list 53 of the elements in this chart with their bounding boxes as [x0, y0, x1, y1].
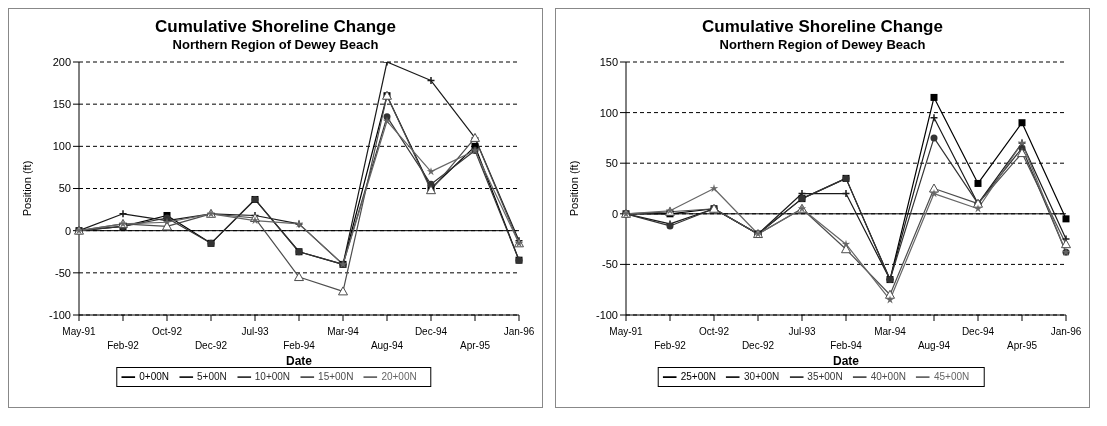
y-tick-label: -100	[595, 308, 618, 321]
x-tick-label: May-91	[62, 326, 97, 337]
y-tick-label: 100	[599, 106, 618, 119]
chart-subtitle: Northern Region of Dewey Beach	[718, 37, 927, 52]
y-tick-label: 150	[599, 55, 618, 68]
legend-label: 10+00N	[254, 370, 291, 382]
x-tick-label: Feb-94	[830, 340, 863, 351]
x-axis-title: Date	[832, 354, 860, 368]
y-tick-label: 0	[611, 207, 618, 220]
x-tick-label: Dec-94	[414, 326, 448, 337]
x-axis-title: Date	[285, 354, 313, 368]
x-tick-label: Feb-92	[654, 340, 687, 351]
legend-label: 45+00N	[933, 370, 970, 382]
y-tick-label: -50	[55, 266, 71, 279]
x-tick-label: Apr-95	[1006, 340, 1038, 351]
chart-title: Cumulative Shoreline Change	[701, 17, 944, 37]
x-tick-label: Apr-95	[459, 340, 491, 351]
x-tick-label: May-91	[609, 326, 644, 337]
x-tick-label: Oct-92	[698, 326, 730, 337]
y-axis-title: Position (ft)	[20, 160, 33, 217]
chart-subtitle: Northern Region of Dewey Beach	[171, 37, 380, 52]
chart-title: Cumulative Shoreline Change	[154, 17, 397, 37]
y-tick-label: 50	[58, 182, 71, 195]
legend-label: 35+00N	[807, 370, 843, 382]
y-axis-title: Position (ft)	[567, 160, 580, 217]
x-tick-label: Oct-92	[151, 326, 183, 337]
legend-label: 25+00N	[680, 370, 717, 382]
x-tick-label: Dec-94	[961, 326, 995, 337]
x-tick-label: Aug-94	[917, 340, 951, 351]
x-tick-label: Jan-96	[1050, 326, 1082, 337]
legend-label: 15+00N	[318, 370, 354, 382]
y-tick-label: -100	[48, 308, 71, 321]
x-tick-label: Jan-96	[503, 326, 535, 337]
y-tick-label: -50	[602, 258, 618, 271]
legend-label: 20+00N	[381, 370, 417, 382]
x-tick-label: Jul-93	[241, 326, 270, 337]
x-tick-label: Mar-94	[874, 326, 907, 337]
x-tick-label: Jul-93	[788, 326, 817, 337]
x-tick-label: Aug-94	[370, 340, 404, 351]
x-tick-label: Mar-94	[327, 326, 360, 337]
y-tick-label: 50	[605, 157, 618, 170]
legend-label: 30+00N	[744, 370, 780, 382]
x-tick-label: Feb-92	[107, 340, 140, 351]
x-tick-label: Dec-92	[194, 340, 228, 351]
x-tick-label: Dec-92	[741, 340, 775, 351]
y-tick-label: 200	[52, 55, 71, 68]
legend-label: 0+00N	[139, 370, 170, 382]
y-tick-label: 100	[52, 140, 71, 153]
x-tick-label: Feb-94	[283, 340, 316, 351]
y-tick-label: 150	[52, 98, 71, 111]
y-tick-label: 0	[64, 224, 71, 237]
legend-label: 5+00N	[197, 370, 227, 382]
legend-label: 40+00N	[870, 370, 906, 382]
